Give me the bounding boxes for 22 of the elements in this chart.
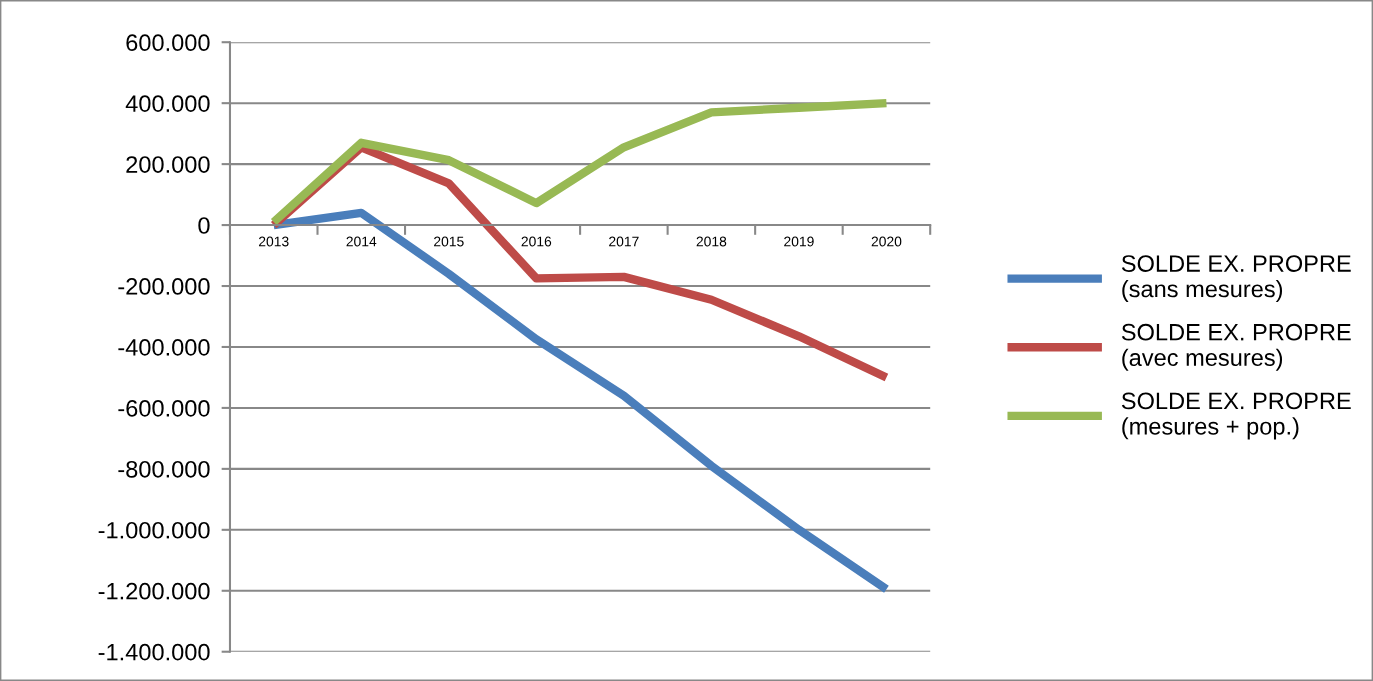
- legend-label: SOLDE EX. PROPRE (mesures + pop.): [1121, 392, 1351, 440]
- x-tick-label: 2016: [521, 236, 552, 247]
- y-tick-label: -200.000: [118, 278, 210, 295]
- x-tick-label: 2015: [434, 236, 464, 247]
- legend-label: SOLDE EX. PROPRE (avec mesures): [1121, 323, 1351, 371]
- x-tick-label: 2017: [609, 236, 639, 247]
- y-tick-label: -600.000: [118, 399, 210, 417]
- y-tick-label: -400.000: [118, 339, 210, 356]
- x-tick-label: 2014: [346, 236, 377, 247]
- y-tick-label: -1.400.000: [98, 643, 210, 661]
- y-tick-label: -1.200.000: [98, 582, 210, 600]
- y-tick-label: -800.000: [118, 460, 210, 478]
- x-tick-label: 2019: [784, 236, 814, 247]
- y-tick-label: 600.000: [126, 34, 210, 52]
- x-tick-label: 2020: [871, 236, 902, 247]
- y-tick-label: 0: [198, 217, 210, 234]
- y-tick-label: -1.000.000: [98, 521, 210, 539]
- x-tick-label: 2018: [696, 236, 727, 247]
- y-tick-label: 400.000: [125, 95, 210, 112]
- x-tick-label: 2013: [258, 236, 289, 247]
- y-tick-label: 200.000: [126, 156, 210, 173]
- legend-label: SOLDE EX. PROPRE (sans mesures): [1121, 255, 1351, 302]
